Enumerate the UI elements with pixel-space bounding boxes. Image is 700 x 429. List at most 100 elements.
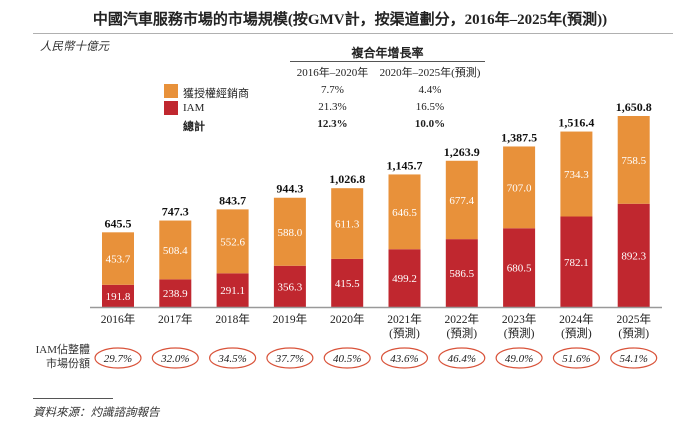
bar-label-authorized-dealer: 552.6 [220, 236, 245, 248]
cagr-value: 4.4% [418, 84, 442, 96]
bar-label-authorized-dealer: 611.3 [335, 219, 360, 231]
iam-share-value: 54.1% [619, 353, 647, 365]
bar-segment-iam [102, 284, 134, 307]
bar-segment-authorized-dealer [617, 116, 650, 204]
bar-label-iam: 586.5 [449, 268, 474, 280]
bar-segment-iam [273, 265, 306, 307]
bar-label-authorized-dealer: 646.5 [392, 207, 417, 219]
cagr-divider [290, 61, 485, 62]
source-divider [33, 398, 113, 399]
chart-title: 中國汽車服務市場的市場規模(按GMV計，按渠道劃分，2016年–2025年(預測… [92, 12, 608, 28]
iam-share-oval [209, 347, 257, 369]
iam-share-label-line1: IAM佔整體 [35, 344, 90, 356]
bar-segment-authorized-dealer [560, 131, 593, 217]
cagr-col-header: 2020年–2025年(預測) [379, 67, 481, 79]
bar-segment-iam [388, 249, 421, 307]
bar-label-iam: 499.2 [392, 273, 417, 285]
iam-share-oval [552, 347, 601, 369]
bar-total-label: 645.5 [105, 216, 132, 230]
bar-total-label: 1,026.8 [329, 172, 365, 186]
iam-share-value: 29.7% [104, 353, 132, 365]
bar-label-authorized-dealer: 588.0 [278, 227, 303, 239]
iam-share-oval [495, 347, 543, 369]
bar-total-label: 1,387.5 [501, 130, 537, 144]
x-tick-label: 2022年 [445, 312, 480, 326]
x-tick-label: 2023年 [502, 312, 537, 326]
iam-share-value: 46.4% [448, 353, 476, 365]
iam-share-oval [323, 347, 371, 369]
legend-swatch-iam [164, 101, 178, 115]
unit-label: 人民幣十億元 [40, 41, 109, 53]
iam-share-oval [380, 347, 429, 369]
x-tick-label: 2020年 [330, 312, 365, 326]
iam-share-value: 37.7% [275, 353, 304, 365]
cagr-value: 12.3% [317, 118, 348, 130]
legend-label-authorized-dealer: 獲授權經銷商 [183, 88, 249, 100]
bar-label-authorized-dealer: 734.3 [564, 169, 589, 181]
source-note: 資料來源：灼識諮詢報告 [33, 407, 160, 419]
x-tick-sublabel: (預測) [618, 326, 649, 340]
bar-total-label: 944.3 [276, 182, 303, 196]
x-tick-sublabel: (預測) [389, 326, 420, 340]
bar-segment-iam [560, 216, 593, 307]
x-tick-sublabel: (預測) [446, 326, 477, 340]
cagr-col-header: 2016年–2020年 [296, 67, 369, 79]
bar-segment-authorized-dealer [216, 209, 249, 274]
bar-label-iam: 415.5 [335, 278, 360, 290]
bar-total-label: 1,516.4 [558, 116, 594, 130]
iam-share-value: 49.0% [505, 353, 533, 365]
bar-label-iam: 191.8 [106, 291, 131, 303]
cagr-value: 16.5% [415, 101, 445, 113]
x-tick-label: 2021年 [387, 312, 422, 326]
bar-label-iam: 892.3 [621, 250, 646, 262]
bar-label-iam: 356.3 [278, 281, 303, 293]
bar-label-authorized-dealer: 508.4 [163, 245, 188, 257]
bar-label-authorized-dealer: 453.7 [106, 254, 131, 266]
bar-label-iam: 291.1 [220, 285, 245, 297]
bar-segment-iam [331, 258, 364, 307]
iam-share-value: 51.6% [562, 353, 590, 365]
iam-share-value: 34.5% [217, 353, 246, 365]
iam-share-value: 32.0% [160, 353, 189, 365]
iam-share-oval [94, 347, 142, 369]
x-tick-label: 2018年 [215, 312, 250, 326]
bar-label-authorized-dealer: 707.0 [507, 182, 532, 194]
title-divider [33, 33, 673, 34]
iam-share-oval [438, 347, 486, 369]
bar-total-label: 843.7 [219, 193, 246, 207]
bar-total-label: 747.3 [162, 205, 189, 219]
bar-total-label: 1,263.9 [444, 145, 480, 159]
bar-segment-iam [159, 279, 192, 307]
cagr-header: 複合年增長率 [351, 46, 424, 60]
x-tick-sublabel: (預測) [504, 326, 535, 340]
bar-segment-authorized-dealer [102, 232, 134, 285]
bar-total-label: 1,145.7 [387, 158, 423, 172]
bar-segment-authorized-dealer [445, 160, 478, 240]
iam-share-oval [266, 347, 314, 369]
bar-label-authorized-dealer: 758.5 [621, 155, 646, 167]
iam-share-label: IAM佔整體 市場份額 [28, 343, 90, 371]
bar-segment-authorized-dealer [503, 146, 536, 229]
bar-label-authorized-dealer: 677.4 [449, 195, 474, 207]
bar-segment-authorized-dealer [388, 174, 421, 250]
cagr-value: 7.7% [321, 84, 344, 96]
iam-share-value: 40.5% [333, 353, 361, 365]
legend-label-total: 總計 [183, 121, 205, 133]
x-tick-label: 2025年 [616, 312, 651, 326]
cagr-value: 21.3% [318, 101, 347, 113]
bar-segment-iam [445, 239, 478, 307]
bar-segment-iam [617, 203, 650, 307]
iam-share-label-line2: 市場份額 [46, 358, 90, 370]
bar-label-iam: 782.1 [564, 257, 589, 269]
x-tick-label: 2016年 [101, 312, 136, 326]
legend-swatch-authorized-dealer [164, 84, 178, 98]
bar-total-label: 1,650.8 [616, 100, 652, 114]
legend-label-iam: IAM [183, 102, 205, 114]
bar-label-iam: 680.5 [507, 263, 532, 275]
cagr-value: 10.0% [414, 118, 446, 130]
bar-segment-authorized-dealer [273, 197, 306, 266]
x-tick-label: 2024年 [559, 312, 594, 326]
x-tick-label: 2017年 [158, 312, 193, 326]
iam-share-value: 43.6% [390, 353, 418, 365]
